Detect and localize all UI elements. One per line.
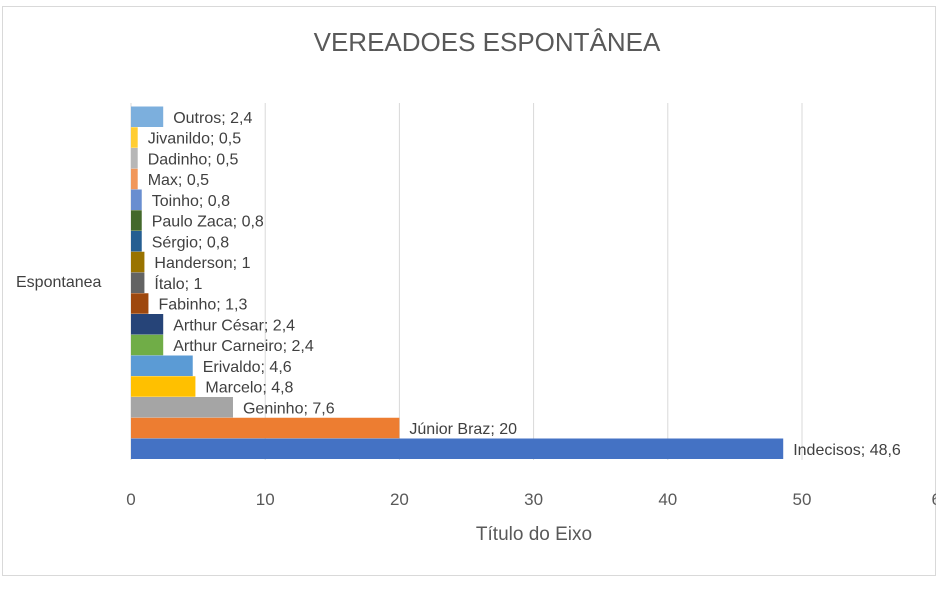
bar-fabinho xyxy=(131,293,149,314)
bar-toinho xyxy=(131,189,142,210)
data-label: Marcelo; 4,8 xyxy=(205,380,293,397)
bar-ítalo xyxy=(131,272,145,293)
data-label: Júnior Braz; 20 xyxy=(409,421,517,438)
data-label: Geninho; 7,6 xyxy=(243,400,335,417)
x-tick-label: 20 xyxy=(390,490,409,509)
bar-erivaldo xyxy=(131,355,193,376)
x-tick-label: 6 xyxy=(931,490,936,509)
bar-max xyxy=(131,168,138,190)
category-label: Espontanea xyxy=(16,274,102,291)
bar-arthur-césar xyxy=(131,314,164,335)
x-tick-label: 40 xyxy=(658,490,677,509)
bar-sérgio xyxy=(131,231,142,252)
data-label: Handerson; 1 xyxy=(154,255,250,272)
bar-paulo-zaca xyxy=(131,210,142,231)
data-label: Fabinho; 1,3 xyxy=(158,297,247,314)
data-label: Indecisos; 48,6 xyxy=(793,442,901,459)
data-label: Paulo Zaca; 0,8 xyxy=(152,214,264,231)
bar-dadinho xyxy=(131,148,138,169)
data-label: Erivaldo; 4,6 xyxy=(203,359,292,376)
chart-frame xyxy=(2,6,936,576)
x-tick-label: 50 xyxy=(793,490,812,509)
data-label: Sérgio; 0,8 xyxy=(152,234,229,251)
bar-jivanildo xyxy=(131,127,138,148)
data-label: Ítalo; 1 xyxy=(154,274,202,293)
data-label: Jivanildo; 0,5 xyxy=(148,131,241,148)
data-labels-group: Indecisos; 48,6 Júnior Braz; 20 Geninho; 7… xyxy=(148,110,901,459)
bar-marcelo xyxy=(131,376,196,397)
x-tick-label: 10 xyxy=(256,490,275,509)
data-label: Toinho; 0,8 xyxy=(152,193,230,210)
bars-group xyxy=(131,106,784,459)
x-axis-title: Título do Eixo xyxy=(476,524,592,545)
data-label: Outros; 2,4 xyxy=(173,110,252,127)
x-tick-label: 0 xyxy=(126,490,135,509)
bar-geninho xyxy=(131,397,233,418)
bar-arthur-carneiro xyxy=(131,334,164,356)
data-label: Arthur César; 2,4 xyxy=(173,317,295,334)
x-tick-labels: 0 10 20 30 40 50 6 xyxy=(126,490,936,509)
x-tick-label: 30 xyxy=(524,490,543,509)
chart-title: VEREADOES ESPONTÂNEA xyxy=(314,27,661,57)
data-label: Dadinho; 0,5 xyxy=(148,151,239,168)
bar-handerson xyxy=(131,251,145,273)
data-label: Max; 0,5 xyxy=(148,172,209,189)
bar-júnior-braz xyxy=(131,417,400,439)
data-label: Arthur Carneiro; 2,4 xyxy=(173,338,314,355)
bar-indecisos xyxy=(131,438,784,459)
bar-outros xyxy=(131,106,164,127)
